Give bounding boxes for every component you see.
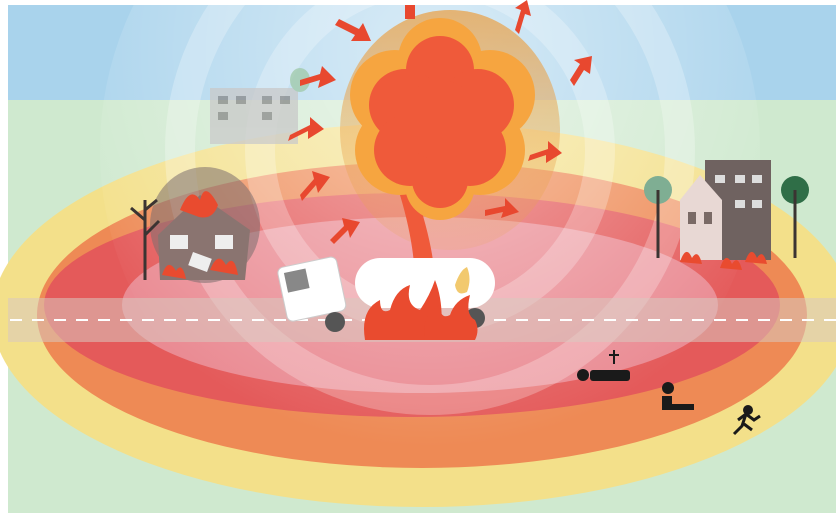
explosion-illustration [0,0,836,516]
page [0,0,836,516]
